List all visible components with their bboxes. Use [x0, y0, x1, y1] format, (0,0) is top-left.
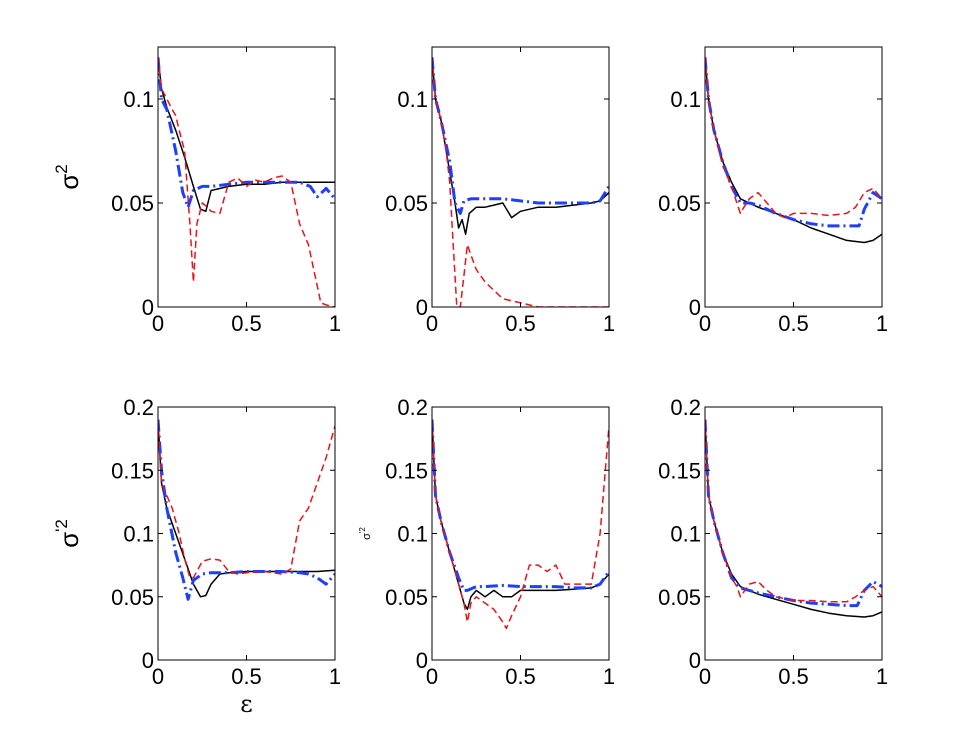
- series-group: [705, 419, 882, 618]
- x-tick-label: 0: [152, 664, 164, 689]
- y-tick-label: 0.15: [658, 458, 701, 483]
- series-group: [432, 419, 609, 630]
- y-axis-label: σ'2: [358, 527, 373, 540]
- series-group: [158, 57, 335, 307]
- x-tick-label: 1: [329, 311, 341, 336]
- x-tick-label: 0: [426, 664, 438, 689]
- x-tick-label: 1: [329, 664, 341, 689]
- y-tick-label: 0.2: [397, 395, 428, 420]
- series-line-dashdot: [158, 57, 335, 209]
- series-line-dashed: [158, 57, 335, 307]
- panel-top-middle: 0 0.5 1 0 0.05 0.1: [385, 46, 615, 336]
- y-tick-label: 0: [689, 648, 701, 673]
- x-tick-label: 0.5: [778, 311, 809, 336]
- y-tick-label: 0.1: [397, 87, 428, 112]
- y-tick-label: 0: [416, 648, 428, 673]
- x-tick-label: 0: [699, 311, 711, 336]
- y-tick-label: 0.1: [670, 522, 701, 547]
- y-tick-label: 0.05: [658, 585, 701, 610]
- y-axis-label: σ'2: [52, 519, 84, 548]
- y-tick-label: 0.1: [670, 87, 701, 112]
- series-group: [705, 57, 882, 244]
- series-line-dashdot: [432, 57, 609, 215]
- y-tick-label: 0.1: [123, 522, 154, 547]
- y-tick-label: 0.15: [385, 458, 428, 483]
- y-tick-label: 0.05: [111, 585, 154, 610]
- panel-bottom-left: 0 0.5 1 0 0.05 0.1 0.15 0.2 σ'2 ε: [52, 395, 341, 718]
- series-line-dashed: [432, 57, 609, 307]
- x-tick-label: 0.5: [505, 664, 536, 689]
- panel-bottom-right: 0 0.5 1 0 0.05 0.1 0.15 0.2: [658, 395, 888, 689]
- y-tick-label: 0.15: [111, 458, 154, 483]
- x-tick-label: 1: [876, 311, 888, 336]
- x-axis-label: ε: [240, 690, 252, 718]
- x-tick-label: 1: [603, 311, 615, 336]
- series-line-dashdot: [705, 57, 882, 228]
- x-tick-label: 0.5: [505, 311, 536, 336]
- y-tick-label: 0.05: [111, 191, 154, 216]
- y-tick-label: 0.05: [658, 191, 701, 216]
- y-tick-label: 0.1: [397, 522, 428, 547]
- series-line-dashed: [158, 419, 335, 579]
- series-line-dashed: [705, 57, 882, 219]
- panel-bottom-middle: 0 0.5 1 0 0.05 0.1 0.15 0.2 σ'2: [358, 395, 615, 689]
- x-tick-label: 0: [152, 311, 164, 336]
- x-tick-label: 0: [426, 311, 438, 336]
- x-tick-label: 1: [876, 664, 888, 689]
- x-tick-label: 0.5: [231, 311, 262, 336]
- y-tick-label: 0.1: [123, 87, 154, 112]
- panel-top-right: 0 0.5 1 0 0.05 0.1: [658, 46, 888, 336]
- y-tick-label: 0.2: [123, 395, 154, 420]
- series-line-dashdot: [158, 419, 335, 601]
- y-tick-label: 0: [142, 648, 154, 673]
- panels-group: 0 0.5 1 0 0.05 0.1 σ2 0 0.5 1 0 0.05 0.1 0 0.5 1 0 0.05 0.…: [52, 46, 888, 718]
- y-tick-label: 0: [416, 295, 428, 320]
- y-tick-label: 0.05: [385, 585, 428, 610]
- series-line-dashdot: [432, 419, 609, 592]
- x-tick-label: 1: [603, 664, 615, 689]
- series-line-dashed: [705, 419, 882, 603]
- series-line-dashed: [432, 419, 609, 630]
- y-tick-label: 0: [142, 295, 154, 320]
- y-tick-label: 0.2: [670, 395, 701, 420]
- y-axis-label: σ2: [52, 164, 84, 190]
- panel-top-left: 0 0.5 1 0 0.05 0.1 σ2: [52, 46, 341, 336]
- y-tick-label: 0: [689, 295, 701, 320]
- x-tick-label: 0: [699, 664, 711, 689]
- series-line-solid: [158, 419, 335, 598]
- series-group: [158, 419, 335, 601]
- x-tick-label: 0.5: [778, 664, 809, 689]
- series-group: [432, 57, 609, 307]
- y-tick-label: 0.05: [385, 191, 428, 216]
- x-tick-label: 0.5: [231, 664, 262, 689]
